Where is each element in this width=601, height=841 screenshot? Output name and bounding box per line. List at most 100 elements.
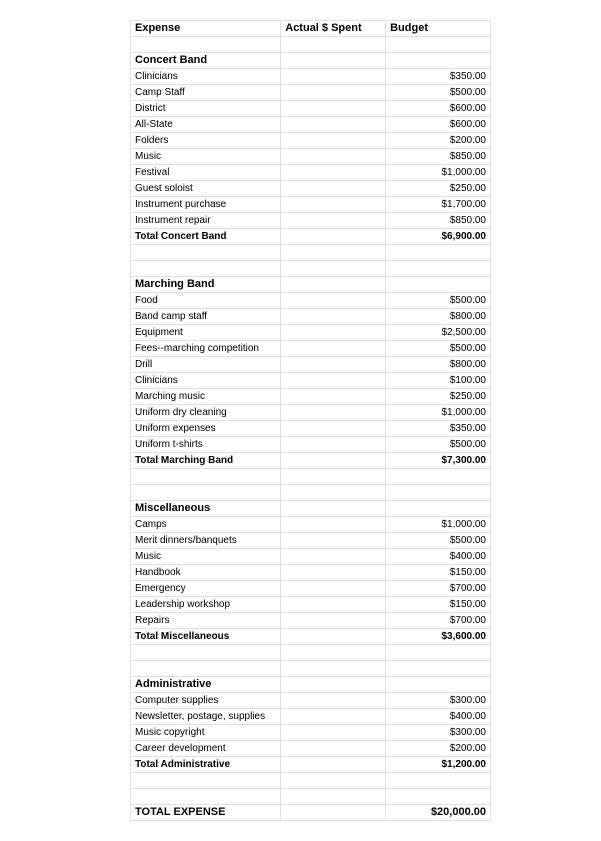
expense-label: Band camp staff xyxy=(131,309,281,325)
section-total-budget: $1,200.00 xyxy=(386,757,491,773)
actual-cell xyxy=(281,293,386,309)
actual-cell xyxy=(281,581,386,597)
expense-label: Instrument repair xyxy=(131,213,281,229)
expense-label: Repairs xyxy=(131,613,281,629)
blank-cell xyxy=(281,645,386,661)
blank-cell xyxy=(131,485,281,501)
actual-cell xyxy=(281,165,386,181)
expense-label: Newsletter, postage, supplies xyxy=(131,709,281,725)
expense-label: Guest soloist xyxy=(131,181,281,197)
budget-cell: $600.00 xyxy=(386,117,491,133)
blank-cell xyxy=(131,37,281,53)
blank-cell xyxy=(386,277,491,293)
actual-cell xyxy=(281,741,386,757)
actual-cell xyxy=(281,693,386,709)
blank-cell xyxy=(281,661,386,677)
actual-cell xyxy=(281,309,386,325)
expense-label: Computer supplies xyxy=(131,693,281,709)
blank-cell xyxy=(131,773,281,789)
expense-label: District xyxy=(131,101,281,117)
budget-cell: $1,000.00 xyxy=(386,405,491,421)
expense-label: Uniform t-shirts xyxy=(131,437,281,453)
grand-total-label: TOTAL EXPENSE xyxy=(131,805,281,821)
budget-cell: $500.00 xyxy=(386,293,491,309)
blank-cell xyxy=(281,501,386,517)
budget-cell: $300.00 xyxy=(386,725,491,741)
actual-cell xyxy=(281,357,386,373)
expense-label: Music xyxy=(131,149,281,165)
actual-cell xyxy=(281,565,386,581)
blank-cell xyxy=(386,245,491,261)
actual-cell xyxy=(281,325,386,341)
section-total-label: Total Miscellaneous xyxy=(131,629,281,645)
budget-cell: $500.00 xyxy=(386,533,491,549)
budget-cell: $200.00 xyxy=(386,133,491,149)
blank-cell xyxy=(281,789,386,805)
actual-cell xyxy=(281,197,386,213)
actual-cell xyxy=(281,213,386,229)
budget-cell: $850.00 xyxy=(386,149,491,165)
expense-label: Emergency xyxy=(131,581,281,597)
actual-cell xyxy=(281,437,386,453)
section-total-label: Total Administrative xyxy=(131,757,281,773)
blank-cell xyxy=(386,37,491,53)
expense-label: Festival xyxy=(131,165,281,181)
budget-cell: $700.00 xyxy=(386,613,491,629)
expense-label: Marching music xyxy=(131,389,281,405)
budget-cell: $800.00 xyxy=(386,357,491,373)
section-total-budget: $7,300.00 xyxy=(386,453,491,469)
expense-label: Fees--marching competition xyxy=(131,341,281,357)
actual-cell xyxy=(281,421,386,437)
blank-cell xyxy=(386,677,491,693)
blank-cell xyxy=(131,789,281,805)
expense-label: Folders xyxy=(131,133,281,149)
actual-cell xyxy=(281,101,386,117)
actual-cell xyxy=(281,613,386,629)
expense-label: Leadership workshop xyxy=(131,597,281,613)
expense-label: Career development xyxy=(131,741,281,757)
actual-cell xyxy=(281,517,386,533)
budget-cell: $1,000.00 xyxy=(386,165,491,181)
actual-cell xyxy=(281,69,386,85)
budget-cell: $800.00 xyxy=(386,309,491,325)
blank-cell xyxy=(131,245,281,261)
budget-cell: $500.00 xyxy=(386,437,491,453)
blank-cell xyxy=(281,805,386,821)
actual-cell xyxy=(281,341,386,357)
actual-cell xyxy=(281,85,386,101)
blank-cell xyxy=(281,453,386,469)
budget-cell: $600.00 xyxy=(386,101,491,117)
expense-label: Merit dinners/banquets xyxy=(131,533,281,549)
blank-cell xyxy=(281,773,386,789)
budget-cell: $400.00 xyxy=(386,549,491,565)
expense-label: Uniform expenses xyxy=(131,421,281,437)
actual-cell xyxy=(281,373,386,389)
expense-label: All-State xyxy=(131,117,281,133)
blank-cell xyxy=(386,661,491,677)
budget-cell: $700.00 xyxy=(386,581,491,597)
actual-cell xyxy=(281,725,386,741)
actual-cell xyxy=(281,533,386,549)
blank-cell xyxy=(386,469,491,485)
blank-cell xyxy=(386,53,491,69)
expense-label: Handbook xyxy=(131,565,281,581)
header-expense: Expense xyxy=(131,21,281,37)
budget-cell: $100.00 xyxy=(386,373,491,389)
blank-cell xyxy=(386,789,491,805)
budget-cell: $300.00 xyxy=(386,693,491,709)
budget-cell: $2,500.00 xyxy=(386,325,491,341)
section-title: Marching Band xyxy=(131,277,281,293)
blank-cell xyxy=(281,229,386,245)
blank-cell xyxy=(131,469,281,485)
budget-cell: $350.00 xyxy=(386,421,491,437)
budget-cell: $500.00 xyxy=(386,85,491,101)
budget-cell: $250.00 xyxy=(386,181,491,197)
expense-label: Camp Staff xyxy=(131,85,281,101)
expense-label: Camps xyxy=(131,517,281,533)
section-title: Administrative xyxy=(131,677,281,693)
budget-cell: $350.00 xyxy=(386,69,491,85)
blank-cell xyxy=(281,469,386,485)
budget-sheet: ExpenseActual $ SpentBudgetConcert BandC… xyxy=(0,0,601,841)
budget-cell: $200.00 xyxy=(386,741,491,757)
blank-cell xyxy=(281,261,386,277)
